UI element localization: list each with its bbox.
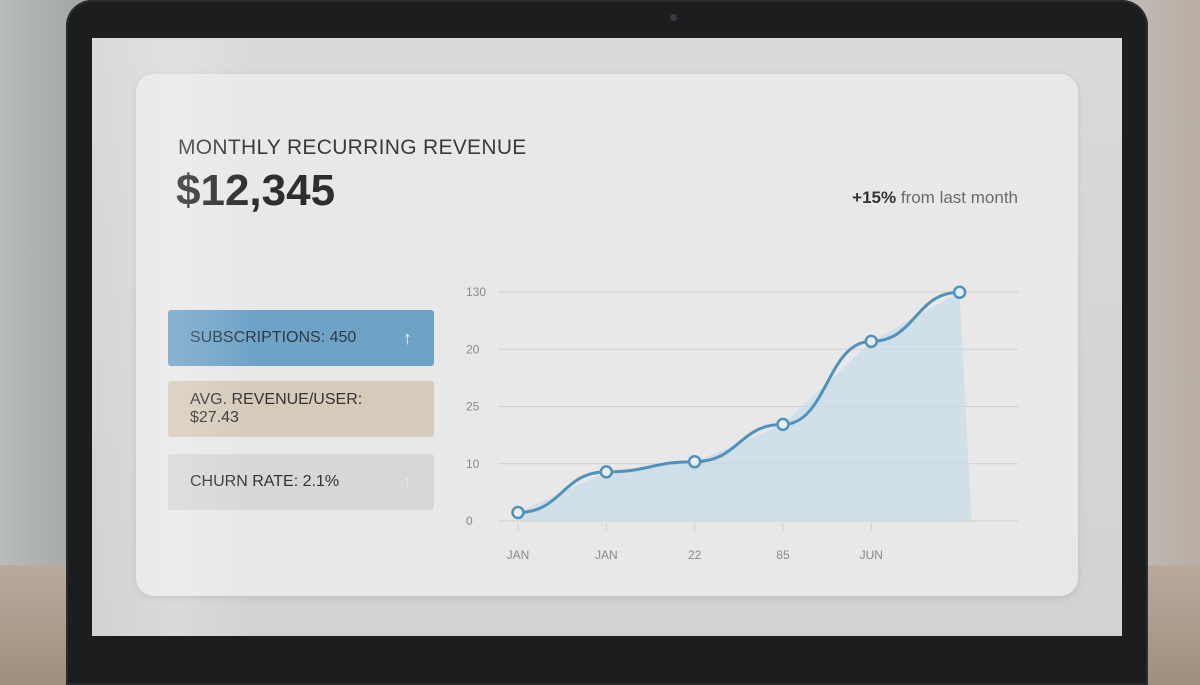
metric-label: SUBSCRIPTIONS: 450 bbox=[190, 329, 357, 346]
webcam bbox=[670, 14, 677, 21]
growth-percent: +15% bbox=[852, 188, 897, 207]
chart-area bbox=[518, 292, 972, 521]
growth-text: from last month bbox=[900, 188, 1018, 207]
x-tick-label: 22 bbox=[688, 548, 702, 562]
y-tick-label: 10 bbox=[466, 457, 480, 471]
mrr-value: $12,345 bbox=[176, 166, 336, 215]
data-point bbox=[776, 417, 790, 432]
card-title: MONTHLY RECURRING REVENUE bbox=[178, 136, 527, 159]
arrow-up-icon: ↑ bbox=[403, 471, 412, 492]
x-tick-label: JUN bbox=[860, 548, 883, 562]
data-point bbox=[687, 454, 702, 469]
metric-subscriptions[interactable]: SUBSCRIPTIONS: 450 ↑ bbox=[168, 310, 434, 366]
revenue-chart: 0 10 25 20 130 JAN JAN 22 85 JUN bbox=[466, 285, 1018, 562]
arrow-up-icon: ↑ bbox=[403, 327, 412, 348]
y-tick-label: 20 bbox=[466, 342, 480, 356]
x-tick-label: JAN bbox=[507, 548, 530, 562]
x-tick-label: 85 bbox=[776, 548, 790, 562]
y-tick-label: 0 bbox=[466, 514, 473, 528]
metric-arpu[interactable]: AVG. REVENUE/USER: $27.43 bbox=[168, 381, 434, 437]
y-tick-label: 130 bbox=[466, 285, 486, 299]
y-tick-label: 25 bbox=[466, 400, 480, 414]
data-point bbox=[952, 285, 967, 299]
growth-indicator: +15% from last month bbox=[852, 188, 1018, 208]
metric-label: AVG. REVENUE/USER: $27.43 bbox=[190, 391, 363, 426]
series-line bbox=[517, 290, 960, 515]
metric-churn[interactable]: CHURN RATE: 2.1% ↑ bbox=[168, 454, 434, 510]
metric-label: CHURN RATE: 2.1% bbox=[190, 473, 340, 490]
mrr-dashboard-card: MONTHLY RECURRING REVENUE $12,345 +15% f… bbox=[136, 74, 1078, 596]
x-tick-label: JAN bbox=[595, 548, 618, 562]
data-point bbox=[864, 334, 879, 349]
data-point bbox=[599, 465, 614, 479]
data-point bbox=[511, 505, 525, 520]
